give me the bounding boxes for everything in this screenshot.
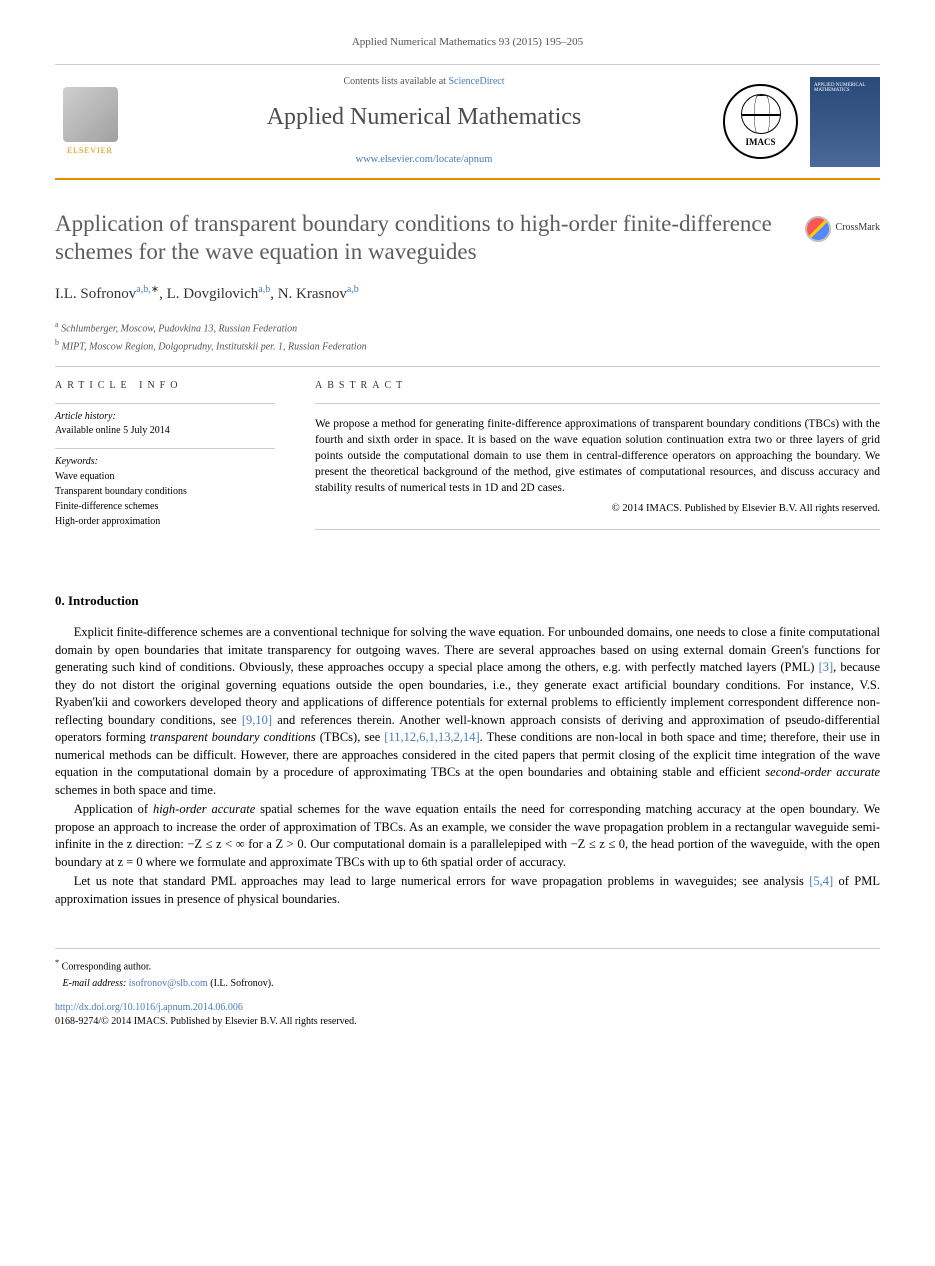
- contents-prefix: Contents lists available at: [343, 76, 448, 87]
- divider: [55, 366, 880, 367]
- keywords-block: Keywords: Wave equation Transparent boun…: [55, 448, 275, 529]
- info-abstract-row: ARTICLE INFO Article history: Available …: [55, 379, 880, 542]
- abstract-copyright: © 2014 IMACS. Published by Elsevier B.V.…: [315, 502, 880, 517]
- text-run: (TBCs), see: [316, 730, 385, 744]
- elsevier-logo[interactable]: ELSEVIER: [55, 82, 125, 162]
- article-info-column: ARTICLE INFO Article history: Available …: [55, 379, 275, 542]
- keyword: Wave equation: [55, 469, 275, 484]
- author: I.L. Sofronova,b,∗: [55, 286, 159, 302]
- citation-line: Applied Numerical Mathematics 93 (2015) …: [55, 35, 880, 50]
- crossmark-label: CrossMark: [836, 222, 880, 235]
- keyword: Finite-difference schemes: [55, 499, 275, 514]
- intro-paragraph: Application of high-order accurate spati…: [55, 801, 880, 871]
- affil-marker: a: [55, 320, 59, 329]
- info-heading: ARTICLE INFO: [55, 379, 275, 393]
- text-run: Let us note that standard PML approaches…: [74, 874, 810, 888]
- intro-paragraph: Let us note that standard PML approaches…: [55, 873, 880, 908]
- author-name: N. Krasnov: [278, 286, 347, 302]
- citation-link[interactable]: [3]: [819, 660, 834, 674]
- footer-block: * Corresponding author. E-mail address: …: [55, 948, 880, 1028]
- author-name: L. Dovgilovich: [167, 286, 259, 302]
- issn-copyright: 0168-9274/© 2014 IMACS. Published by Els…: [55, 1015, 880, 1029]
- section-heading-introduction: 0. Introduction: [55, 592, 880, 610]
- contents-line: Contents lists available at ScienceDirec…: [145, 75, 703, 89]
- author-affil: a,b: [347, 284, 359, 295]
- affil-text: Schlumberger, Moscow, Pudovkina 13, Russ…: [61, 324, 297, 335]
- author: L. Dovgilovicha,b: [167, 286, 271, 302]
- email-label: E-mail address:: [63, 978, 127, 989]
- corresponding-star: ∗: [151, 284, 159, 295]
- emphasis: transparent boundary conditions: [150, 730, 316, 744]
- keywords-label: Keywords:: [55, 455, 275, 469]
- citation-link[interactable]: [5,4]: [809, 874, 833, 888]
- text-run: schemes in both space and time.: [55, 783, 216, 797]
- doi-link[interactable]: http://dx.doi.org/10.1016/j.apnum.2014.0…: [55, 1002, 243, 1013]
- author: N. Krasnova,b: [278, 286, 359, 302]
- abstract-text: We propose a method for generating finit…: [315, 416, 880, 496]
- article-title: Application of transparent boundary cond…: [55, 210, 880, 268]
- citation-link[interactable]: [11,12,6,1,13,2,14]: [384, 730, 479, 744]
- author-affil: a,b: [258, 284, 270, 295]
- imacs-logo: IMACS: [723, 84, 798, 159]
- affil-marker: b: [55, 338, 59, 347]
- divider: [315, 529, 880, 530]
- intro-paragraph: Explicit finite-difference schemes are a…: [55, 624, 880, 799]
- title-text: Application of transparent boundary cond…: [55, 211, 772, 265]
- emphasis: second-order accurate: [765, 765, 880, 779]
- history-block: Article history: Available online 5 July…: [55, 403, 275, 438]
- email-line: E-mail address: isofronov@slb.com (I.L. …: [55, 977, 880, 991]
- email-link[interactable]: isofronov@slb.com: [129, 978, 208, 989]
- divider: [315, 403, 880, 404]
- keywords-list: Wave equation Transparent boundary condi…: [55, 469, 275, 529]
- elsevier-tree-icon: [63, 87, 118, 142]
- authors-line: I.L. Sofronova,b,∗, L. Dovgilovicha,b, N…: [55, 283, 880, 305]
- keyword: Transparent boundary conditions: [55, 484, 275, 499]
- affiliations: a Schlumberger, Moscow, Pudovkina 13, Ru…: [55, 319, 880, 354]
- header-center: Contents lists available at ScienceDirec…: [125, 75, 723, 167]
- abstract-heading: ABSTRACT: [315, 379, 880, 393]
- author-affil: a,b,: [136, 284, 150, 295]
- journal-title: Applied Numerical Mathematics: [145, 101, 703, 135]
- abstract-column: ABSTRACT We propose a method for generat…: [315, 379, 880, 542]
- history-text: Available online 5 July 2014: [55, 424, 275, 438]
- journal-cover-thumbnail[interactable]: APPLIED NUMERICAL MATHEMATICS: [810, 77, 880, 167]
- journal-header: ELSEVIER Contents lists available at Sci…: [55, 64, 880, 179]
- cover-thumb-title: APPLIED NUMERICAL MATHEMATICS: [814, 83, 876, 94]
- email-author: (I.L. Sofronov).: [210, 978, 273, 989]
- emphasis: high-order accurate: [153, 802, 255, 816]
- crossmark-icon: [805, 216, 831, 242]
- globe-icon: [741, 94, 781, 134]
- affiliation: a Schlumberger, Moscow, Pudovkina 13, Ru…: [55, 319, 880, 336]
- corresponding-label: Corresponding author.: [62, 962, 151, 973]
- doi-line: http://dx.doi.org/10.1016/j.apnum.2014.0…: [55, 1001, 880, 1015]
- author-name: I.L. Sofronov: [55, 286, 136, 302]
- imacs-label: IMACS: [745, 136, 775, 149]
- corresponding-author-line: * Corresponding author.: [55, 957, 880, 974]
- journal-url-link[interactable]: www.elsevier.com/locate/apnum: [356, 154, 493, 165]
- text-run: Explicit finite-difference schemes are a…: [55, 625, 880, 674]
- text-run: Application of: [74, 802, 153, 816]
- elsevier-label: ELSEVIER: [67, 145, 113, 156]
- sciencedirect-link[interactable]: ScienceDirect: [448, 76, 504, 87]
- history-label: Article history:: [55, 410, 275, 424]
- citation-link[interactable]: [9,10]: [242, 713, 272, 727]
- keyword: High-order approximation: [55, 514, 275, 529]
- star-marker: *: [55, 958, 59, 967]
- crossmark-badge[interactable]: CrossMark: [805, 216, 880, 242]
- affil-text: MIPT, Moscow Region, Dolgoprudny, Instit…: [62, 341, 367, 352]
- affiliation: b MIPT, Moscow Region, Dolgoprudny, Inst…: [55, 337, 880, 354]
